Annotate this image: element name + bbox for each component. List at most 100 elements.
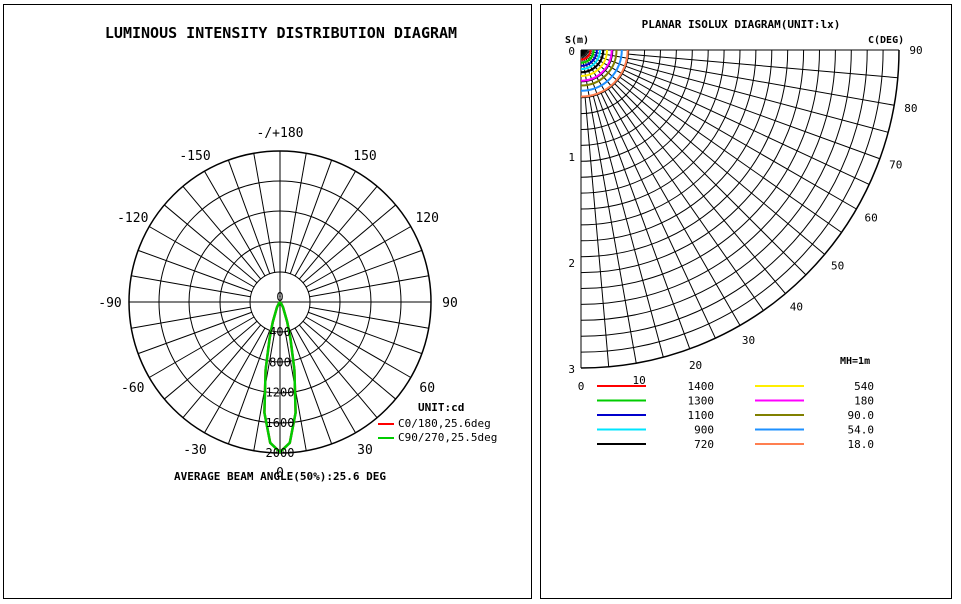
legend-label: C0/180,25.6deg <box>398 417 491 430</box>
polar-spoke <box>305 226 412 288</box>
polar-spoke <box>137 311 252 355</box>
polar-spoke <box>308 311 423 355</box>
isolux-legend-value: 18.0 <box>848 438 875 451</box>
polar-spoke <box>289 330 333 445</box>
isolux-contour <box>580 49 598 67</box>
isolux-legend-value: 1300 <box>688 395 715 408</box>
isolux-spoke <box>580 49 895 106</box>
isolux-spoke <box>584 97 610 367</box>
polar-radial-tick: 400 <box>269 325 291 339</box>
polar-spoke <box>298 186 378 280</box>
isolux-contour <box>580 49 602 71</box>
isolux-angle-tick: 30 <box>742 334 755 347</box>
polar-spoke <box>137 249 252 293</box>
isolux-contour <box>580 49 613 82</box>
polar-spoke <box>253 153 276 273</box>
polar-radial-tick: 2000 <box>266 446 295 460</box>
polar-angle-label: 0 <box>276 466 284 481</box>
polar-spoke <box>289 159 333 274</box>
polar-angle-label: 120 <box>415 211 438 226</box>
polar-spoke <box>131 306 251 329</box>
isolux-contour <box>580 49 592 61</box>
isolux-legend-value: 90.0 <box>848 409 875 422</box>
s-axis-label: S(m) <box>565 35 589 46</box>
isolux-angle-tick: 90 <box>909 44 922 57</box>
polar-radial-tick: 1600 <box>266 416 295 430</box>
polar-spoke <box>294 170 356 277</box>
isolux-angle-tick: 70 <box>889 159 902 172</box>
polar-spoke <box>148 226 255 288</box>
isolux-legend-value: 720 <box>694 438 714 451</box>
c-axis-label: C(DEG) <box>868 35 904 46</box>
polar-spoke <box>164 320 258 400</box>
isolux-spoke <box>592 95 664 358</box>
polar-spoke <box>204 170 266 277</box>
isolux-contour <box>580 49 618 87</box>
isolux-angle-tick: 40 <box>790 301 803 314</box>
isolux-angle-tick: 10 <box>633 374 646 387</box>
polar-chart: LUMINOUS INTENSITY DISTRIBUTION DIAGRAM … <box>98 24 497 483</box>
polar-angle-label: -60 <box>121 381 144 396</box>
isolux-radial-tick: 0 <box>568 45 575 58</box>
legend-label: C90/270,25.5deg <box>398 431 497 444</box>
isolux-legend-value: 1100 <box>688 409 715 422</box>
polar-series-line <box>263 301 297 454</box>
isolux-spoke <box>580 49 741 326</box>
polar-angle-label: -30 <box>183 443 206 458</box>
isolux-spoke <box>580 49 880 160</box>
isolux-spoke <box>580 49 786 294</box>
isolux-contour <box>580 49 623 92</box>
polar-spoke <box>302 204 396 284</box>
isolux-legend-value: 900 <box>694 424 714 437</box>
isolux-spoke <box>614 83 807 276</box>
polar-spoke <box>298 324 378 418</box>
polar-spoke <box>302 320 396 400</box>
mh-label: MH=1m <box>840 356 870 367</box>
isolux-panel: PLANAR ISOLUX DIAGRAM(UNIT:lx) S(m) C(DE… <box>540 4 952 599</box>
polar-spoke <box>204 327 266 434</box>
isolux-legend-value: 54.0 <box>848 424 875 437</box>
isolux-angle-tick: 60 <box>864 212 877 225</box>
isolux-spoke <box>628 53 898 79</box>
isolux-spoke <box>626 61 889 133</box>
isolux-contour <box>580 49 605 74</box>
isolux-arc <box>580 49 900 369</box>
isolux-angle-tick: 50 <box>831 259 844 272</box>
polar-radial-tick: 0 <box>276 290 283 304</box>
polar-spoke <box>164 204 258 284</box>
isolux-angle-tick: 0 <box>578 380 585 393</box>
isolux-legend-value: 540 <box>854 380 874 393</box>
isolux-legend-value: 1400 <box>688 380 715 393</box>
polar-spoke <box>305 316 412 378</box>
intensity-panel: LUMINOUS INTENSITY DISTRIBUTION DIAGRAM … <box>3 4 532 599</box>
polar-angle-label: -90 <box>98 296 121 311</box>
isolux-spoke <box>619 76 842 233</box>
isolux-contour <box>580 49 608 77</box>
polar-angle-label: 30 <box>357 443 373 458</box>
polar-angle-label: -/+180 <box>257 126 304 141</box>
isolux-title: PLANAR ISOLUX DIAGRAM(UNIT:lx) <box>642 18 841 31</box>
polar-angle-label: -150 <box>179 149 210 164</box>
isolux-radial-tick: 1 <box>568 151 575 164</box>
isolux-angle-tick: 80 <box>904 102 917 115</box>
isolux-contour <box>580 49 595 64</box>
isolux-spoke <box>600 93 716 339</box>
polar-spoke <box>148 316 255 378</box>
polar-spoke <box>309 306 429 329</box>
polar-spoke <box>284 153 307 273</box>
isolux-radial-tick: 3 <box>568 363 575 376</box>
polar-angle-label: 150 <box>353 149 376 164</box>
polar-title: LUMINOUS INTENSITY DISTRIBUTION DIAGRAM <box>105 24 457 42</box>
isolux-contour <box>580 49 629 98</box>
isolux-radial-tick: 2 <box>568 257 575 270</box>
polar-radial-tick: 800 <box>269 355 291 369</box>
polar-spoke <box>182 186 262 280</box>
polar-spoke <box>227 159 271 274</box>
polar-angle-label: 60 <box>419 381 435 396</box>
polar-angle-label: -120 <box>117 211 148 226</box>
polar-footer: AVERAGE BEAM ANGLE(50%):25.6 DEG <box>174 470 386 483</box>
isolux-spoke <box>580 49 691 349</box>
polar-spoke <box>308 249 423 293</box>
polar-spoke <box>227 330 271 445</box>
polar-radial-tick: 1200 <box>266 386 295 400</box>
